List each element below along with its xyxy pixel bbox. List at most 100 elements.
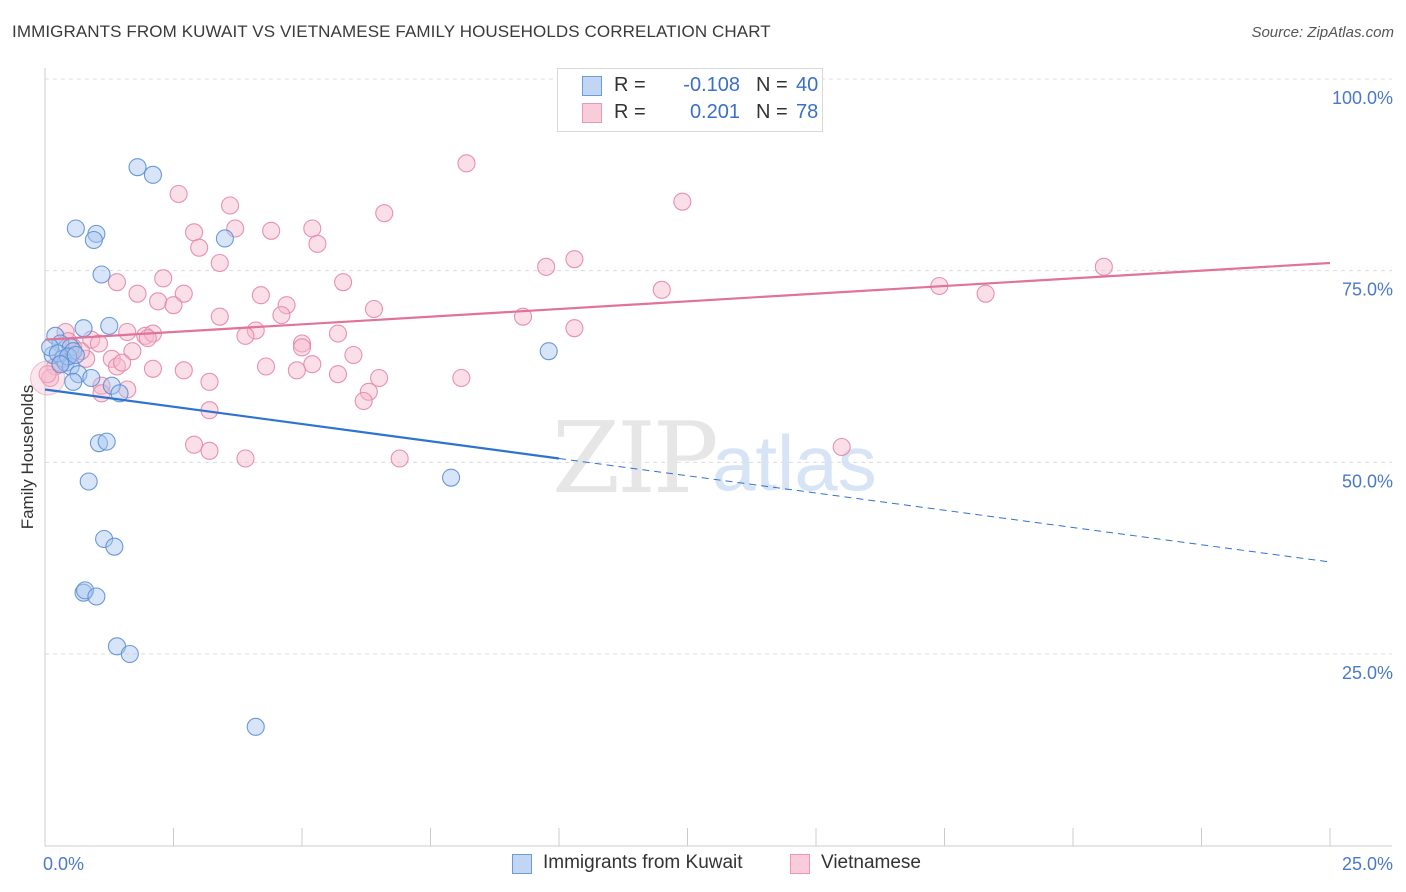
kuwait-point <box>97 432 116 451</box>
vietnamese-point <box>236 326 255 345</box>
vietnamese-point <box>303 219 322 238</box>
vietnamese-point <box>107 273 127 292</box>
x-tick-label: 0.0% <box>43 854 84 874</box>
y-tick-label: 75.0% <box>1342 280 1393 300</box>
stats-legend: R = -0.108 N = 40 R = 0.201 N = 78 <box>557 68 823 132</box>
vietnamese-point <box>164 296 183 315</box>
kuwait-point <box>105 537 124 556</box>
kuwait-point <box>95 529 114 549</box>
kuwait-point <box>66 219 85 238</box>
vietnamese-point <box>652 280 671 299</box>
vietnamese-cluster-point <box>30 360 66 396</box>
watermark-atlas: atlas <box>712 419 877 507</box>
kuwait-point <box>92 265 111 284</box>
legend-n-label: N = <box>756 101 788 123</box>
kuwait-point <box>64 372 83 391</box>
vietnamese-point <box>236 449 255 468</box>
vietnamese-point <box>200 372 219 391</box>
vietnamese-point <box>673 192 692 211</box>
kuwait-point <box>79 472 98 491</box>
legend-swatch-kuwait <box>582 76 602 96</box>
trend-lines <box>44 261 1331 563</box>
kuwait-point <box>84 230 103 250</box>
vietnamese-point <box>359 382 378 401</box>
kuwait-point <box>110 384 129 403</box>
vietnamese-point <box>334 273 353 292</box>
bottom-legend-label: Immigrants from Kuwait <box>543 852 743 873</box>
vietnamese-point <box>832 437 851 457</box>
vietnamese-point <box>457 154 476 173</box>
vietnamese-point <box>169 184 188 204</box>
vietnamese-point <box>303 355 322 374</box>
kuwait-point <box>76 581 95 600</box>
kuwait-point <box>246 717 265 736</box>
kuwait-point <box>120 644 139 664</box>
vietnamese-point <box>328 324 348 343</box>
vietnamese-point <box>364 299 384 319</box>
kuwait-point <box>74 319 93 338</box>
vietnamese-point <box>154 269 173 288</box>
legend-r-value: -0.108 <box>683 74 740 96</box>
kuwait-point <box>100 316 119 335</box>
chart-title: IMMIGRANTS FROM KUWAIT VS VIETNAMESE FAM… <box>12 22 771 41</box>
vietnamese-point <box>38 365 57 384</box>
legend-n-value: 78 <box>796 101 819 123</box>
vietnamese-point <box>452 368 471 388</box>
vietnamese-point <box>308 234 327 253</box>
axes <box>44 68 1392 847</box>
vietnamese-point <box>220 196 240 215</box>
kuwait-point <box>143 165 162 184</box>
bottom-legend-label: Vietnamese <box>821 852 921 873</box>
vietnamese-point <box>390 449 409 468</box>
x-tick-label: 25.0% <box>1342 854 1393 874</box>
vietnamese-point <box>123 342 142 361</box>
vietnamese-point <box>272 306 291 325</box>
kuwait-point <box>215 229 234 248</box>
vietnamese-point <box>262 221 281 240</box>
watermark: ZIP atlas <box>552 402 877 516</box>
tick-labels: 25.0% 50.0% 75.0% 100.0% 0.0% 25.0% <box>43 88 1393 874</box>
vietnamese-point <box>375 204 394 223</box>
vietnamese-point <box>292 338 312 357</box>
vietnamese-point <box>976 284 995 303</box>
legend-r-label: R = <box>614 101 646 123</box>
vietnamese-point <box>185 223 204 242</box>
watermark-zip: ZIP <box>552 402 716 516</box>
vietnamese-point <box>128 284 147 303</box>
gridlines <box>45 78 1392 655</box>
kuwait-point <box>539 342 558 361</box>
vietnamese-point <box>292 334 312 353</box>
kuwait-point <box>82 368 101 388</box>
legend-r-value: 0.201 <box>689 101 740 123</box>
bottom-swatch-vietnamese <box>790 854 810 874</box>
kuwait-point <box>102 376 121 395</box>
kuwait-point <box>66 345 85 365</box>
kuwait-point <box>128 158 147 177</box>
vietnamese-point <box>344 345 363 365</box>
vietnamese-trend-line <box>44 261 1331 341</box>
vietnamese-point <box>149 292 168 311</box>
y-tick-label: 50.0% <box>1342 471 1393 491</box>
vietnamese-point <box>354 391 373 411</box>
vietnamese-point <box>89 334 109 353</box>
vietnamese-point <box>328 365 348 384</box>
legend-n-label: N = <box>756 74 788 96</box>
bottom-swatch-kuwait <box>512 854 532 874</box>
source-label: Source: ZipAtlas.com <box>1251 24 1394 41</box>
vietnamese-point <box>92 376 111 395</box>
kuwait-point <box>51 355 70 374</box>
vietnamese-point <box>370 368 389 388</box>
vietnamese-point <box>118 322 137 342</box>
y-tick-label: 25.0% <box>1342 663 1393 683</box>
vietnamese-point <box>113 353 132 372</box>
legend-swatch-vietnamese <box>582 103 602 123</box>
legend-r-label: R = <box>614 74 646 96</box>
vietnamese-point <box>256 357 276 376</box>
vietnamese-point <box>174 361 193 380</box>
kuwait-point <box>48 344 67 363</box>
vietnamese-point <box>190 238 209 257</box>
y-axis-label: Family Households <box>18 385 37 530</box>
vietnamese-point <box>185 435 204 454</box>
vietnamese-point <box>143 359 162 378</box>
legend-n-value: 40 <box>796 74 819 96</box>
